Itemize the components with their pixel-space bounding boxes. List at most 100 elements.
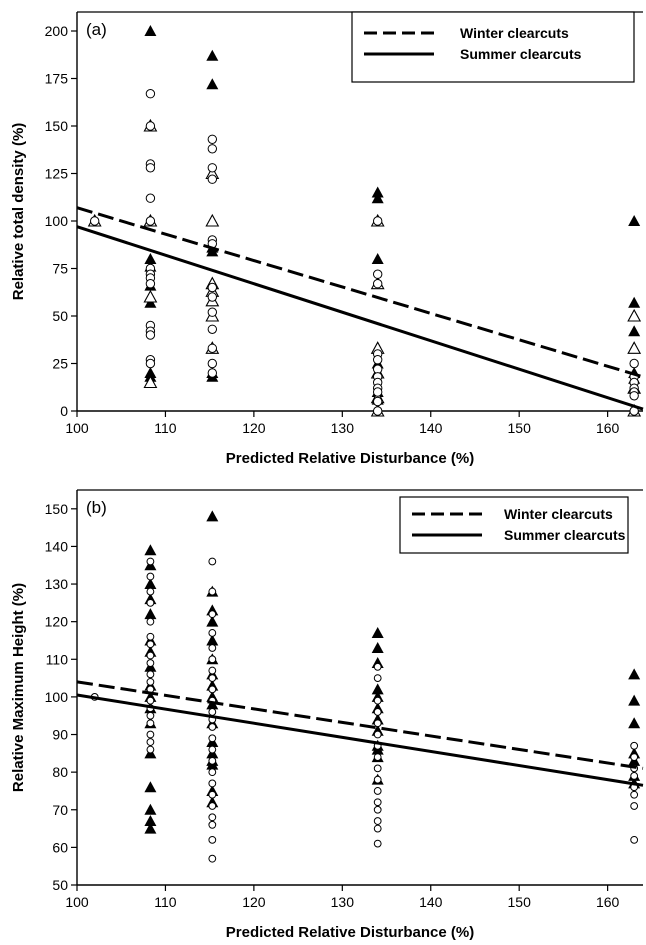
open-circle-point	[630, 790, 639, 799]
open-circle-point	[208, 854, 217, 863]
x-tick-label: 150	[508, 894, 532, 910]
open-circle-point	[372, 269, 383, 279]
open-circle-point	[145, 216, 156, 226]
y-tick-label: 175	[45, 71, 69, 87]
filled-triangle-point	[371, 192, 384, 204]
y-tick-label: 90	[52, 727, 68, 743]
open-circle-point	[373, 696, 382, 705]
open-circle-point	[146, 617, 155, 626]
filled-triangle-point	[206, 245, 219, 257]
filled-triangle-point	[144, 25, 157, 36]
open-circle-point	[208, 610, 217, 619]
x-tick-label: 120	[242, 420, 266, 436]
filled-triangle-point	[628, 215, 641, 226]
legend: Winter clearcuts Summer clearcuts	[399, 496, 629, 554]
open-circle-point	[629, 391, 639, 401]
y-tick-label: 75	[52, 261, 68, 277]
open-circle-point	[629, 358, 639, 369]
open-circle-point	[207, 307, 218, 317]
filled-triangle-point	[206, 615, 219, 627]
open-circle-point	[146, 598, 155, 607]
open-circle-point	[372, 279, 383, 289]
filled-triangle-point	[628, 296, 641, 308]
open-circle-point	[146, 677, 155, 686]
open-circle-point	[207, 343, 218, 353]
open-circle-point	[372, 406, 383, 416]
x-tick-label: 150	[508, 420, 532, 436]
open-circle-point	[146, 557, 155, 566]
open-circle-point	[146, 572, 155, 581]
open-circle-point	[145, 330, 156, 340]
y-axis-label: Relative total density (%)	[10, 123, 27, 301]
y-tick-label: 25	[52, 356, 68, 372]
open-circle-point	[207, 292, 218, 302]
x-tick-label: 110	[154, 420, 177, 436]
legend-entry-label: Summer clearcuts	[460, 46, 582, 62]
winter-clearcuts-trend-line	[76, 206, 644, 379]
summer-clearcuts-trend-line	[76, 693, 644, 787]
open-circle-point	[208, 587, 217, 596]
filled-triangle-point	[371, 186, 384, 198]
open-circle-point	[630, 802, 639, 810]
open-circle-point	[146, 745, 155, 754]
open-circle-point	[208, 629, 217, 637]
summer-clearcuts-trend-line	[76, 225, 644, 411]
x-tick-label: 130	[331, 894, 355, 910]
y-tick-label: 140	[45, 538, 69, 554]
open-circle-point	[207, 163, 218, 173]
open-circle-point	[208, 557, 217, 566]
y-tick-label: 50	[52, 308, 68, 324]
open-circle-point	[208, 655, 217, 664]
legend-entry-label: Winter clearcuts	[460, 25, 569, 41]
y-tick-label: 100	[45, 213, 69, 229]
open-circle-point	[207, 282, 218, 293]
y-tick-label: 0	[60, 403, 68, 419]
open-circle-point	[373, 730, 382, 739]
filled-triangle-point	[144, 253, 157, 264]
y-tick-label: 130	[45, 576, 69, 592]
open-triangle-point	[143, 375, 158, 389]
open-circle-point	[207, 134, 218, 145]
filled-triangle-point	[144, 781, 157, 793]
open-circle-point	[146, 670, 155, 679]
open-circle-point	[208, 756, 217, 765]
x-tick-label: 120	[242, 894, 266, 910]
open-circle-point	[373, 787, 382, 795]
open-circle-point	[372, 396, 383, 407]
filled-triangle-point	[144, 544, 157, 556]
open-triangle-point	[205, 213, 220, 227]
open-circle-point	[208, 820, 217, 829]
open-circle-point	[146, 711, 155, 720]
open-circle-point	[146, 719, 155, 728]
filled-triangle-point	[628, 325, 641, 337]
y-tick-label: 150	[45, 501, 69, 517]
panel-b-height-chart: 100 110 120 130 140 150 160 50 60 70 80 90 100 110 120…	[10, 489, 644, 941]
x-tick-label: 140	[419, 894, 443, 910]
open-circle-point	[207, 174, 218, 184]
open-circle-point	[208, 745, 217, 754]
open-circle-point	[373, 753, 382, 761]
open-circle-point	[145, 163, 156, 173]
open-circle-point	[373, 775, 382, 784]
open-circle-point	[208, 813, 217, 822]
open-circle-point	[208, 708, 217, 716]
filled-triangle-point	[144, 822, 157, 834]
filled-triangle-point	[144, 803, 157, 815]
open-circle-point	[208, 802, 217, 810]
legend-entry-label: Summer clearcuts	[504, 527, 626, 543]
filled-triangle-point	[206, 634, 219, 646]
open-circle-point	[208, 674, 217, 682]
open-circle-point	[373, 674, 382, 682]
open-circle-point	[207, 358, 218, 369]
open-circle-point	[207, 144, 218, 154]
x-tick-label: 110	[154, 894, 177, 910]
open-circle-point	[146, 696, 155, 705]
x-tick-label: 130	[331, 420, 355, 436]
open-circle-point	[372, 355, 383, 365]
filled-triangle-point	[628, 694, 641, 706]
legend: Winter clearcuts Summer clearcuts	[351, 11, 635, 83]
filled-triangle-point	[144, 815, 157, 827]
y-tick-label: 110	[46, 651, 69, 667]
open-circle-point	[630, 741, 639, 750]
open-circle-point	[373, 839, 382, 848]
